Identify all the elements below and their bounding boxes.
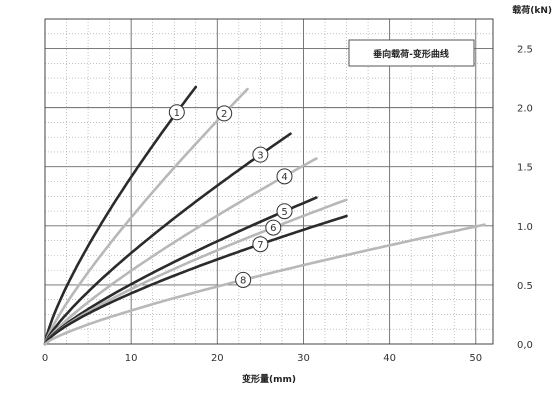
y-tick-label: 2.5 [517, 45, 533, 56]
x-tick-label: 50 [469, 353, 482, 364]
legend-text: 垂向载荷-变形曲线 [373, 48, 449, 60]
series-line-7 [43, 214, 348, 346]
curve-label-circle [235, 271, 252, 288]
minor-grid [45, 19, 493, 344]
curve-label-6: 6 [265, 219, 282, 236]
series-layer [43, 85, 486, 346]
y-tick-label: 1.5 [517, 163, 533, 174]
curve-label-layer: 1 2 3 4 567 8 [168, 104, 293, 288]
x-tick-label: 10 [125, 353, 138, 364]
curve-label-circle [216, 105, 233, 122]
series-line-2 [43, 87, 249, 346]
curve-label-8: 8 [235, 271, 252, 288]
y-axis-ticks: 0,0 0.5 1.0 1.5 2.0 2.5 [517, 45, 533, 351]
series-line-1 [43, 85, 198, 346]
curve-label-circle [252, 146, 269, 163]
series-line-6 [43, 198, 348, 346]
curve-label-circle [168, 104, 185, 121]
x-tick-label: 0 [42, 353, 48, 364]
curve-label-circle [265, 219, 282, 236]
y-tick-label: 1.0 [517, 222, 533, 233]
curve-label-text: 4 [281, 172, 287, 183]
legend-box: 垂向载荷-变形曲线 [348, 39, 475, 67]
curve-label-text: 6 [270, 223, 276, 234]
series-line-5 [43, 196, 318, 346]
x-axis-ticks: 0 10 20 30 40 50 [42, 353, 482, 364]
y-tick-label: 0,0 [517, 340, 533, 351]
curve-label-text: 7 [257, 240, 263, 251]
curve-label-2: 2 [216, 105, 233, 122]
curve-label-circle [252, 236, 269, 253]
curve-label-circle [276, 203, 293, 220]
curve-label-text: 1 [174, 108, 180, 119]
curve-label-text: 3 [257, 150, 263, 161]
y-tick-label: 2.0 [517, 104, 533, 115]
curve-label-text: 8 [240, 276, 246, 287]
x-tick-label: 30 [297, 353, 310, 364]
x-axis-title: 变形量(mm) [242, 373, 296, 385]
plot-frame [44, 18, 494, 345]
curve-label-1: 1 [168, 104, 185, 121]
x-tick-label: 20 [211, 353, 224, 364]
curve-label-5: 5 [276, 203, 293, 220]
curve-label-text: 5 [281, 207, 287, 218]
series-line-3 [43, 132, 292, 346]
series-line-4 [43, 157, 318, 346]
x-tick-label: 40 [383, 353, 396, 364]
y-axis-title: 载荷(kN) [512, 4, 552, 16]
curve-label-7: 7 [252, 236, 269, 253]
curve-label-text: 2 [221, 109, 227, 120]
curve-label-4: 4 [276, 168, 293, 185]
curve-label-3: 3 [252, 146, 269, 163]
y-tick-label: 0.5 [517, 281, 533, 292]
curve-label-circle [276, 168, 293, 185]
series-line-8 [43, 223, 486, 346]
